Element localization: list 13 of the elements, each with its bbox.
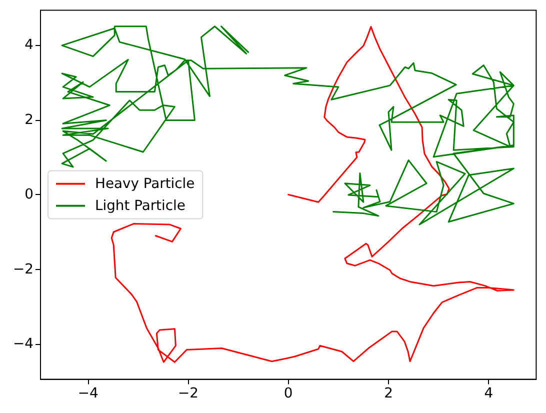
line-series bbox=[61, 26, 514, 226]
x-tick-label: 0 bbox=[284, 385, 293, 402]
x-tick-label: 2 bbox=[384, 385, 393, 402]
y-tick-label: 0 bbox=[24, 186, 34, 203]
x-tick-label: 4 bbox=[484, 385, 494, 402]
y-tick-label: −4 bbox=[13, 336, 34, 352]
x-tick-label: −4 bbox=[78, 385, 98, 402]
y-tick-label: −2 bbox=[13, 261, 34, 278]
y-tick-label: 2 bbox=[24, 112, 34, 128]
legend-label: Heavy Particle bbox=[95, 176, 195, 192]
x-tick-label: −2 bbox=[178, 385, 198, 402]
y-tick-label: 4 bbox=[24, 37, 34, 54]
legend-label: Light Particle bbox=[95, 198, 186, 214]
